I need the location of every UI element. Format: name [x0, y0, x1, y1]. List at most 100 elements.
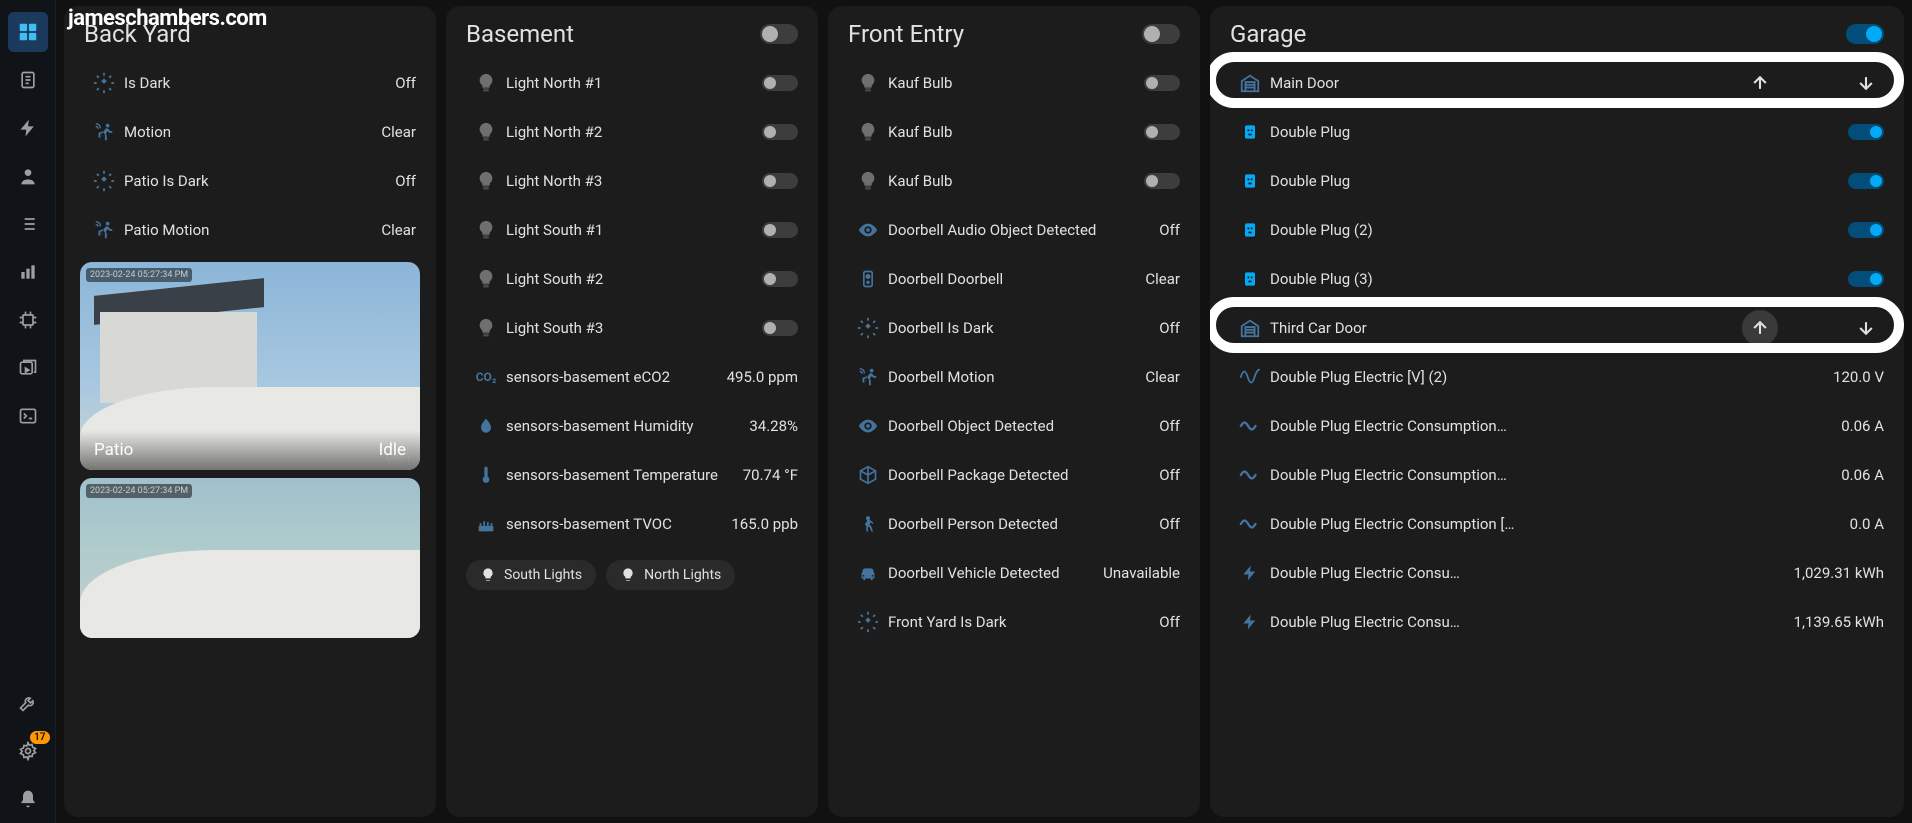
- switch-row[interactable]: Double Plug: [1226, 156, 1888, 205]
- sensor-row[interactable]: Doorbell Person Detected Off: [844, 499, 1184, 548]
- media-icon: [18, 358, 38, 378]
- sensor-row[interactable]: sensors-basement Humidity 34.28%: [462, 401, 802, 450]
- row-toggle[interactable]: [762, 320, 798, 336]
- bulb-icon: [466, 219, 506, 241]
- row-toggle[interactable]: [1144, 124, 1180, 140]
- cover-row[interactable]: Main Door: [1226, 58, 1888, 107]
- row-toggle[interactable]: [762, 124, 798, 140]
- temperature-icon: [466, 465, 506, 485]
- sensor-row[interactable]: Doorbell Vehicle Detected Unavailable: [844, 548, 1184, 597]
- light-row[interactable]: Light North #3: [462, 156, 802, 205]
- camera-secondary[interactable]: 2023-02-24 05:27:34 PM: [80, 478, 420, 638]
- sensor-row[interactable]: Doorbell Is Dark Off: [844, 303, 1184, 352]
- cover-down-button[interactable]: [1848, 65, 1884, 101]
- row-toggle[interactable]: [762, 75, 798, 91]
- motion-icon: [848, 366, 888, 388]
- cover-up-button[interactable]: [1742, 310, 1778, 346]
- front-master-toggle[interactable]: [1142, 24, 1180, 44]
- camera-patio[interactable]: 2023-02-24 05:27:34 PM UniFi Patio Idle: [80, 262, 420, 470]
- camera-timestamp: 2023-02-24 05:27:34 PM: [86, 268, 192, 282]
- light-row[interactable]: Light South #3: [462, 303, 802, 352]
- sidebar-settings[interactable]: 17: [8, 731, 48, 771]
- row-toggle[interactable]: [762, 222, 798, 238]
- light-row[interactable]: Light South #1: [462, 205, 802, 254]
- sensor-row[interactable]: Doorbell Doorbell Clear: [844, 254, 1184, 303]
- sensor-row[interactable]: Doorbell Motion Clear: [844, 352, 1184, 401]
- sidebar-media[interactable]: [8, 348, 48, 388]
- sidebar-person[interactable]: [8, 156, 48, 196]
- sidebar-notifications[interactable]: [8, 779, 48, 819]
- row-toggle[interactable]: [1144, 173, 1180, 189]
- car-icon: [848, 562, 888, 584]
- row-label: Motion: [124, 123, 381, 141]
- sensor-row[interactable]: Double Plug Electric [V] (2) 120.0 V: [1226, 352, 1888, 401]
- garage-master-toggle[interactable]: [1846, 24, 1884, 44]
- sensor-row[interactable]: Double Plug Electric Consumption… 0.06 A: [1226, 450, 1888, 499]
- sensor-row[interactable]: Double Plug Electric Consumption… 0.06 A: [1226, 401, 1888, 450]
- bulb-icon: [848, 121, 888, 143]
- sensor-row[interactable]: Front Yard Is Dark Off: [844, 597, 1184, 646]
- cover-down-button[interactable]: [1848, 310, 1884, 346]
- light-row[interactable]: Light South #2: [462, 254, 802, 303]
- sensor-row[interactable]: Doorbell Object Detected Off: [844, 401, 1184, 450]
- row-value: Unavailable: [1103, 564, 1180, 582]
- row-label: Double Plug Electric Consu…: [1270, 613, 1794, 631]
- list-icon: [18, 214, 38, 234]
- light-row[interactable]: Light North #2: [462, 107, 802, 156]
- motion-icon: [84, 121, 124, 143]
- sidebar-devtools[interactable]: [8, 683, 48, 723]
- row-label: Kauf Bulb: [888, 74, 1144, 92]
- sensor-row[interactable]: Motion Clear: [80, 107, 420, 156]
- sensor-row[interactable]: Is Dark Off: [80, 58, 420, 107]
- basement-master-toggle[interactable]: [760, 24, 798, 44]
- sensor-row[interactable]: CO₂ sensors-basement eCO2 495.0 ppm: [462, 352, 802, 401]
- sensor-row[interactable]: Double Plug Electric Consu… 1,029.31 kWh: [1226, 548, 1888, 597]
- sensor-row[interactable]: Patio Motion Clear: [80, 205, 420, 254]
- sensor-row[interactable]: Doorbell Audio Object Detected Off: [844, 205, 1184, 254]
- sensor-row[interactable]: Patio Is Dark Off: [80, 156, 420, 205]
- sidebar-overview[interactable]: [8, 12, 48, 52]
- sensor-row[interactable]: sensors-basement Temperature 70.74 °F: [462, 450, 802, 499]
- chip-south-lights[interactable]: South Lights: [466, 560, 596, 590]
- row-value: 1,029.31 kWh: [1794, 564, 1884, 582]
- row-label: Patio Is Dark: [124, 172, 395, 190]
- row-toggle[interactable]: [762, 271, 798, 287]
- row-label: Double Plug (3): [1270, 270, 1848, 288]
- sensor-row[interactable]: Double Plug Electric Consu… 1,139.65 kWh: [1226, 597, 1888, 646]
- light-row[interactable]: Kauf Bulb: [844, 58, 1184, 107]
- sensor-row[interactable]: Doorbell Package Detected Off: [844, 450, 1184, 499]
- light-row[interactable]: Kauf Bulb: [844, 156, 1184, 205]
- sidebar-list[interactable]: [8, 204, 48, 244]
- sidebar-flash[interactable]: [8, 108, 48, 148]
- switch-row[interactable]: Double Plug (2): [1226, 205, 1888, 254]
- cover-row[interactable]: Third Car Door: [1226, 303, 1888, 352]
- sensor-row[interactable]: sensors-basement TVOC 165.0 ppb: [462, 499, 802, 548]
- row-label: sensors-basement Temperature: [506, 466, 743, 484]
- row-label: Is Dark: [124, 74, 395, 92]
- row-label: Kauf Bulb: [888, 123, 1144, 141]
- sidebar-chip[interactable]: [8, 300, 48, 340]
- row-toggle[interactable]: [1848, 173, 1884, 189]
- switch-row[interactable]: Double Plug: [1226, 107, 1888, 156]
- row-toggle[interactable]: [1848, 124, 1884, 140]
- switch-row[interactable]: Double Plug (3): [1226, 254, 1888, 303]
- sidebar-energy[interactable]: [8, 60, 48, 100]
- receipt-icon: [18, 70, 38, 90]
- light-row[interactable]: Kauf Bulb: [844, 107, 1184, 156]
- basement-chips: South Lights North Lights: [462, 560, 802, 594]
- row-value: 0.06 A: [1841, 417, 1884, 435]
- chip-north-lights[interactable]: North Lights: [606, 560, 735, 590]
- row-toggle[interactable]: [1848, 222, 1884, 238]
- row-toggle[interactable]: [1144, 75, 1180, 91]
- light-row[interactable]: Light North #1: [462, 58, 802, 107]
- sidebar-chart[interactable]: [8, 252, 48, 292]
- row-value: 1,139.65 kWh: [1794, 613, 1884, 631]
- row-toggle[interactable]: [762, 173, 798, 189]
- sidebar-terminal[interactable]: [8, 396, 48, 436]
- sensor-row[interactable]: Double Plug Electric Consumption [… 0.0 …: [1226, 499, 1888, 548]
- row-label: Doorbell Is Dark: [888, 319, 1159, 337]
- row-toggle[interactable]: [1848, 271, 1884, 287]
- panel-front-entry: Front Entry Kauf Bulb Kauf Bulb Kauf Bul…: [828, 6, 1200, 817]
- cover-up-button[interactable]: [1742, 65, 1778, 101]
- brightness-icon: [84, 170, 124, 192]
